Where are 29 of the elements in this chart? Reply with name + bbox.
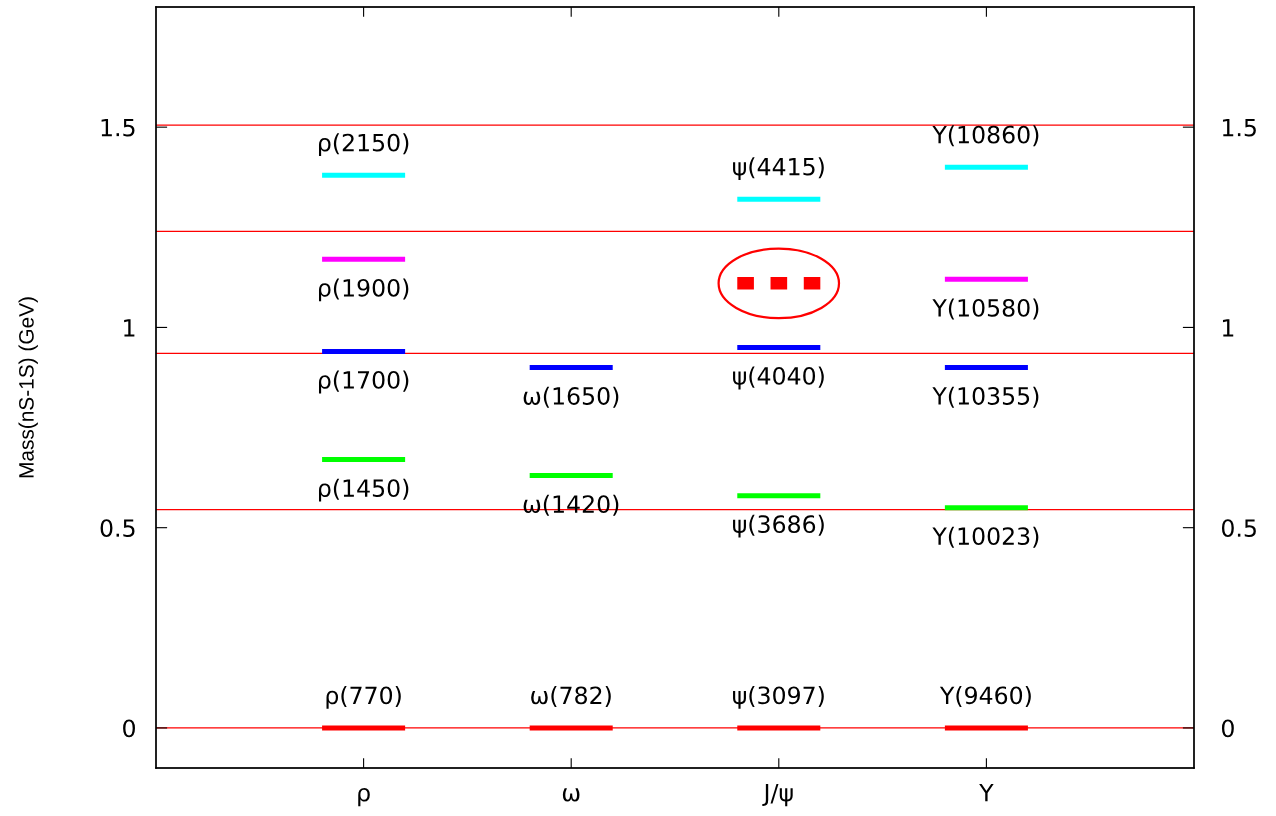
y2-tick-label: 1	[1222, 319, 1234, 337]
y2-tick-label: 1.5	[1222, 118, 1256, 137]
data-label: ψ(3097)	[733, 685, 824, 709]
x-tick-label: J/ψ	[762, 784, 793, 807]
data-label: ρ(1900)	[318, 278, 409, 302]
data-label: Υ(10580)	[932, 298, 1039, 320]
x-tick-label: ρ	[358, 788, 370, 807]
data-label: ρ(1450)	[318, 478, 409, 502]
data-label: ψ(4415)	[733, 157, 824, 181]
data-label: ρ(2150)	[318, 133, 409, 157]
x-tick-label: ω	[562, 788, 580, 802]
y-tick-label: 1.5	[101, 118, 135, 137]
y-axis-title: Mass(nS-1S) (GeV)	[18, 297, 38, 478]
y2-tick-label: 0.5	[1221, 519, 1256, 537]
data-label: ρ(770)	[326, 685, 401, 709]
data-label: Υ(9460)	[939, 685, 1031, 708]
y-tick-label: 1	[124, 319, 135, 337]
data-label: Υ(10355)	[932, 386, 1039, 408]
data-label: ψ(3686)	[733, 514, 824, 538]
y2-tick-label: 0	[1221, 719, 1234, 738]
data-label: ψ(4040)	[733, 366, 824, 390]
data-label: Υ(10860)	[932, 125, 1039, 147]
x-tick-label: Υ	[979, 784, 994, 802]
data-label: ω(782)	[531, 685, 611, 708]
data-label: Υ(10023)	[932, 526, 1039, 548]
y-tick-label: 0	[123, 719, 135, 738]
data-label: ρ(1700)	[318, 370, 409, 394]
data-label: ω(1650)	[523, 386, 619, 408]
y-tick-label: 0.5	[100, 519, 135, 537]
